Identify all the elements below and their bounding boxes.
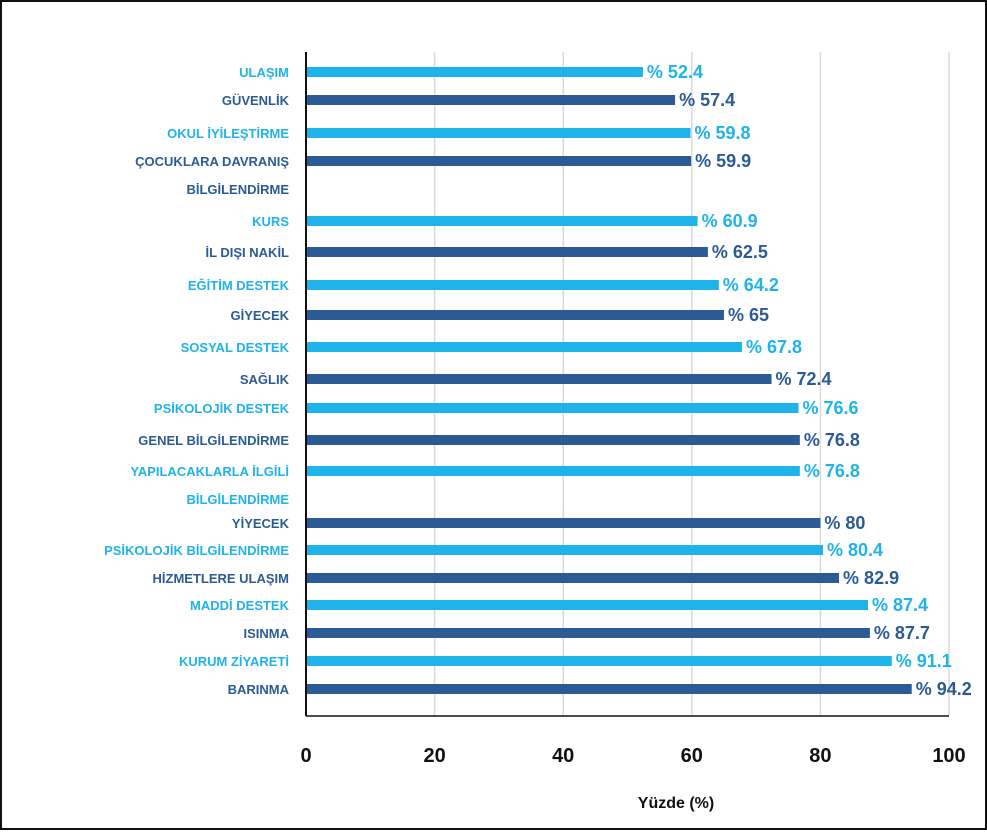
bar [306, 342, 742, 352]
category-label: BARINMA [228, 682, 290, 697]
value-label: % 76.8 [804, 430, 860, 450]
category-label: ÇOCUKLARA DAVRANIŞ [135, 154, 289, 169]
bar [306, 628, 870, 638]
category-label: PSİKOLOJİK BİLGİLENDİRME [104, 543, 289, 558]
category-label: MADDİ DESTEK [190, 598, 290, 613]
category-labels: ULAŞIM GÜVENLİK OKUL İYİLEŞTİRME ÇOCUKLARA … [104, 65, 290, 697]
x-tick-label: 20 [423, 745, 445, 767]
x-tick-label: 60 [681, 745, 703, 767]
x-tick-label: 80 [809, 745, 831, 767]
category-label: OKUL İYİLEŞTİRME [167, 126, 289, 141]
category-label: KURS [252, 214, 289, 229]
category-label: İL DIŞI NAKİL [205, 245, 289, 260]
value-label: % 64.2 [723, 275, 779, 295]
category-label: SAĞLIK [240, 372, 290, 387]
value-label: % 59.9 [695, 151, 751, 171]
category-label: YAPILACAKLARLA İLGİLİ [130, 464, 289, 479]
value-label: % 82.9 [843, 568, 899, 588]
x-tick-label: 100 [932, 745, 965, 767]
bar [306, 247, 708, 257]
bar [306, 435, 800, 445]
category-label: YİYECEK [232, 516, 290, 531]
bar [306, 656, 892, 666]
bar [306, 545, 823, 555]
value-label: % 87.7 [874, 623, 930, 643]
bars [306, 67, 912, 694]
value-label: % 76.6 [803, 398, 859, 418]
value-label: % 76.8 [804, 461, 860, 481]
category-label: KURUM ZİYARETİ [179, 654, 289, 669]
value-label: % 80.4 [827, 540, 883, 560]
x-tick-labels: 0 20 40 60 80 100 [300, 745, 965, 767]
bar [306, 600, 868, 610]
bar [306, 573, 840, 583]
bar [306, 156, 692, 166]
value-label: % 87.4 [872, 595, 928, 615]
x-axis-label: Yüzde (%) [638, 795, 714, 812]
value-label: % 91.1 [896, 651, 952, 671]
bar [306, 466, 800, 476]
value-labels: % 52.4 % 57.4 % 59.8 % 59.9 % 60.9 % 62.5 % 64… [647, 62, 972, 699]
category-label: ULAŞIM [239, 65, 289, 80]
x-tick-label: 40 [552, 745, 574, 767]
value-label: % 72.4 [776, 369, 832, 389]
bar [306, 67, 643, 77]
category-label: ISINMA [244, 626, 290, 641]
bar [306, 310, 724, 320]
category-label: GÜVENLİK [222, 93, 290, 108]
value-label: % 80 [824, 513, 865, 533]
category-label: PSİKOLOJİK DESTEK [154, 401, 290, 416]
category-label: GİYECEK [230, 308, 289, 323]
value-label: % 57.4 [679, 90, 735, 110]
value-label: % 65 [728, 305, 769, 325]
value-label: % 59.8 [695, 123, 751, 143]
category-label: GENEL BİLGİLENDİRME [138, 433, 289, 448]
category-label: SOSYAL DESTEK [181, 340, 290, 355]
bar [306, 403, 799, 413]
bar [306, 684, 912, 694]
bar [306, 216, 698, 226]
bar [306, 280, 719, 290]
bar [306, 128, 691, 138]
bar [306, 374, 772, 384]
value-label: % 62.5 [712, 242, 768, 262]
category-label: EĞİTİM DESTEK [188, 278, 290, 293]
x-tick-label: 0 [300, 745, 311, 767]
category-label: HİZMETLERE ULAŞIM [153, 571, 290, 586]
value-label: % 60.9 [702, 211, 758, 231]
value-label: % 67.8 [746, 337, 802, 357]
value-label: % 52.4 [647, 62, 703, 82]
bar [306, 518, 821, 528]
bar [306, 95, 676, 105]
axes [305, 52, 949, 717]
category-label: BİLGİLENDİRME [186, 492, 289, 507]
value-label: % 94.2 [916, 679, 972, 699]
category-label: BİLGİLENDİRME [186, 182, 289, 197]
